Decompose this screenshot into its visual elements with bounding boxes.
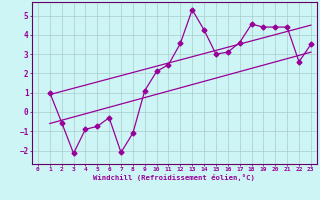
X-axis label: Windchill (Refroidissement éolien,°C): Windchill (Refroidissement éolien,°C) (93, 174, 255, 181)
